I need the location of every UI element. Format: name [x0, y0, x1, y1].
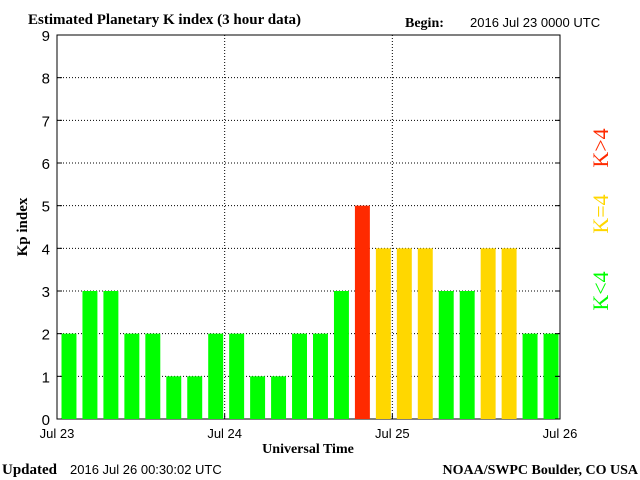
- bar-4: [124, 333, 140, 419]
- bar-5: [145, 333, 161, 419]
- begin-value: 2016 Jul 23 0000 UTC: [470, 15, 600, 30]
- bar-15: [354, 205, 370, 419]
- bar-1: [61, 333, 77, 419]
- begin-label: Begin:: [405, 16, 444, 31]
- x-tick-label-0: Jul 23: [40, 426, 75, 441]
- bar-7: [187, 376, 203, 419]
- x-tick-label-1: Jul 24: [207, 426, 242, 441]
- y-tick-label-0: 0: [42, 412, 50, 429]
- legend-equal: K=4: [588, 194, 613, 233]
- bar-11: [271, 376, 287, 419]
- y-tick-label-8: 8: [42, 71, 50, 88]
- y-tick-label-1: 1: [42, 369, 50, 386]
- bar-24: [543, 333, 559, 419]
- bar-3: [103, 291, 119, 419]
- updated-label: Updated: [2, 462, 58, 478]
- y-tick-label-4: 4: [42, 241, 50, 258]
- x-axis-ticks: Jul 23 Jul 24 Jul 25 Jul 26: [40, 414, 578, 441]
- grid-lines: [57, 35, 560, 419]
- bar-14: [333, 291, 349, 419]
- y-tick-label-6: 6: [42, 156, 50, 173]
- bar-19: [438, 291, 454, 419]
- bar-13: [313, 333, 328, 419]
- updated-value: 2016 Jul 26 00:30:02 UTC: [70, 462, 222, 477]
- bar-12: [292, 333, 307, 419]
- bar-22: [501, 248, 517, 419]
- bar-21: [480, 248, 496, 419]
- chart-title: Estimated Planetary K index (3 hour data…: [28, 12, 301, 28]
- x-tick-label-3: Jul 26: [543, 426, 578, 441]
- bar-16: [375, 248, 391, 419]
- y-tick-label-7: 7: [42, 113, 50, 130]
- y-axis-ticks: 0 1 2 3 4 5 6 7 8 9: [42, 28, 560, 429]
- x-tick-label-2: Jul 25: [375, 426, 410, 441]
- legend-high: K>4: [588, 128, 613, 167]
- y-tick-label-9: 9: [42, 28, 50, 45]
- bar-2: [82, 291, 98, 419]
- y-tick-label-2: 2: [42, 327, 50, 344]
- bar-17: [396, 248, 412, 419]
- bar-8: [208, 333, 224, 419]
- legend-low: K<4: [588, 271, 613, 310]
- y-axis-label: Kp index: [15, 197, 31, 256]
- bar-18: [417, 248, 433, 419]
- y-tick-label-3: 3: [42, 284, 50, 301]
- source-credit: NOAA/SWPC Boulder, CO USA: [442, 463, 638, 478]
- bar-6: [166, 376, 182, 419]
- x-axis-label: Universal Time: [262, 442, 354, 457]
- y-tick-label-5: 5: [42, 199, 50, 216]
- bar-20: [459, 291, 475, 419]
- bars-group: [61, 205, 559, 419]
- legend: K<4 K=4 K>4: [588, 128, 613, 310]
- plot-frame: [56, 34, 561, 420]
- bar-23: [522, 333, 538, 419]
- bar-9: [229, 333, 245, 419]
- bar-10: [250, 376, 266, 419]
